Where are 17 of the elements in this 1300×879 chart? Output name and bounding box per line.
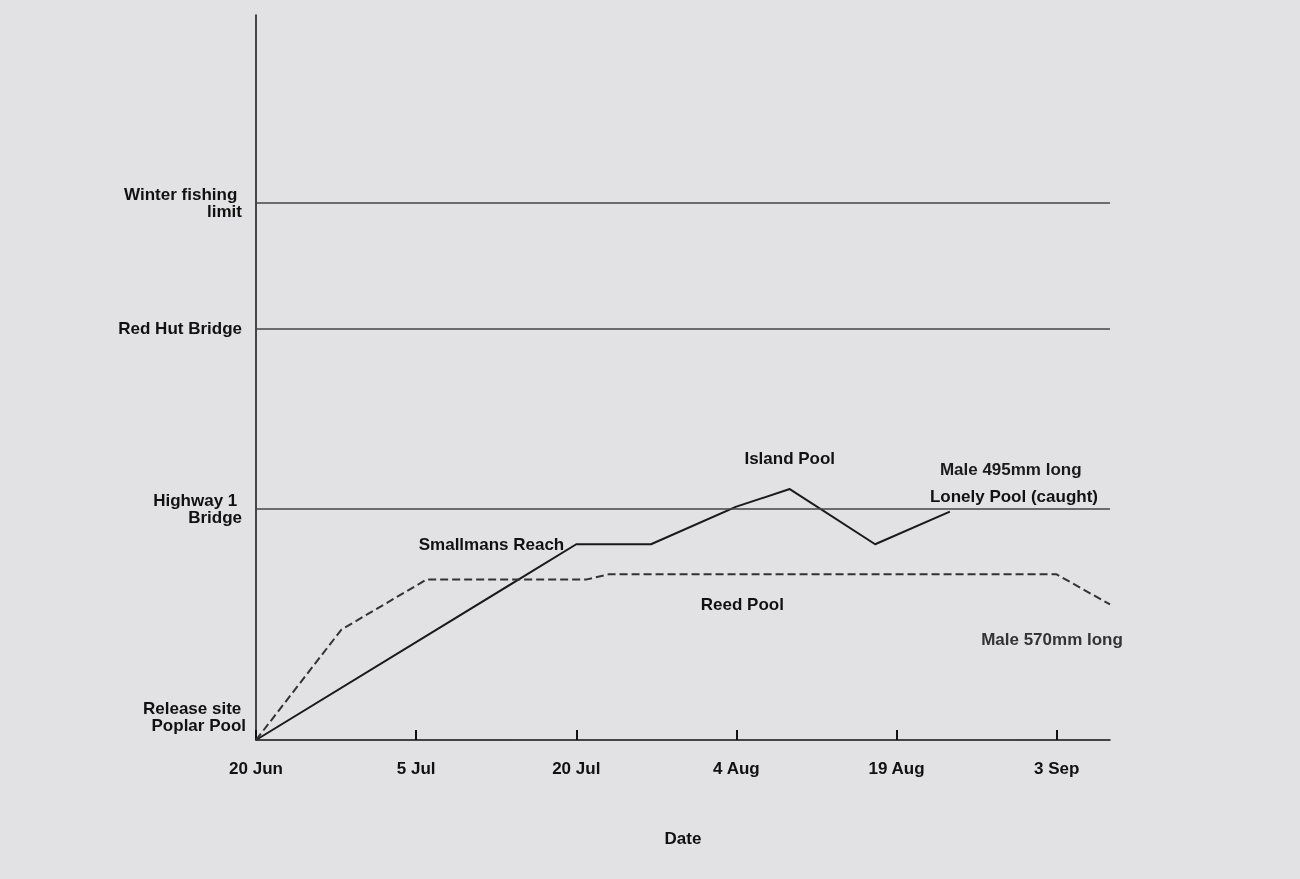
x-tick-label: 20 Jul — [552, 759, 601, 778]
ref-line-label: Highway 1 Bridge — [153, 491, 242, 528]
annotation: Release site Poplar Pool — [142, 699, 246, 735]
series-label: Male 570mm long — [981, 629, 1123, 649]
x-tick-label: 5 Jul — [396, 759, 436, 778]
x-axis-title: Date — [664, 829, 702, 848]
annotation: Reed Pool — [700, 594, 784, 614]
x-tick-label: 20 Jun — [229, 759, 283, 778]
annotation: Lonely Pool (caught) — [929, 487, 1098, 507]
annotation: Island Pool — [744, 449, 836, 469]
annotation: Smallmans Reach — [418, 534, 565, 554]
ref-line-label: Winter fishing limit — [124, 184, 243, 221]
text: Male 495mm long — [939, 460, 1082, 480]
ref-line-label: Red Hut Bridge — [118, 318, 242, 338]
x-tick-label: 3 Sep — [1033, 759, 1080, 778]
x-tick-label: 4 Aug — [713, 759, 760, 778]
x-tick-label: 19 Aug — [868, 759, 925, 778]
